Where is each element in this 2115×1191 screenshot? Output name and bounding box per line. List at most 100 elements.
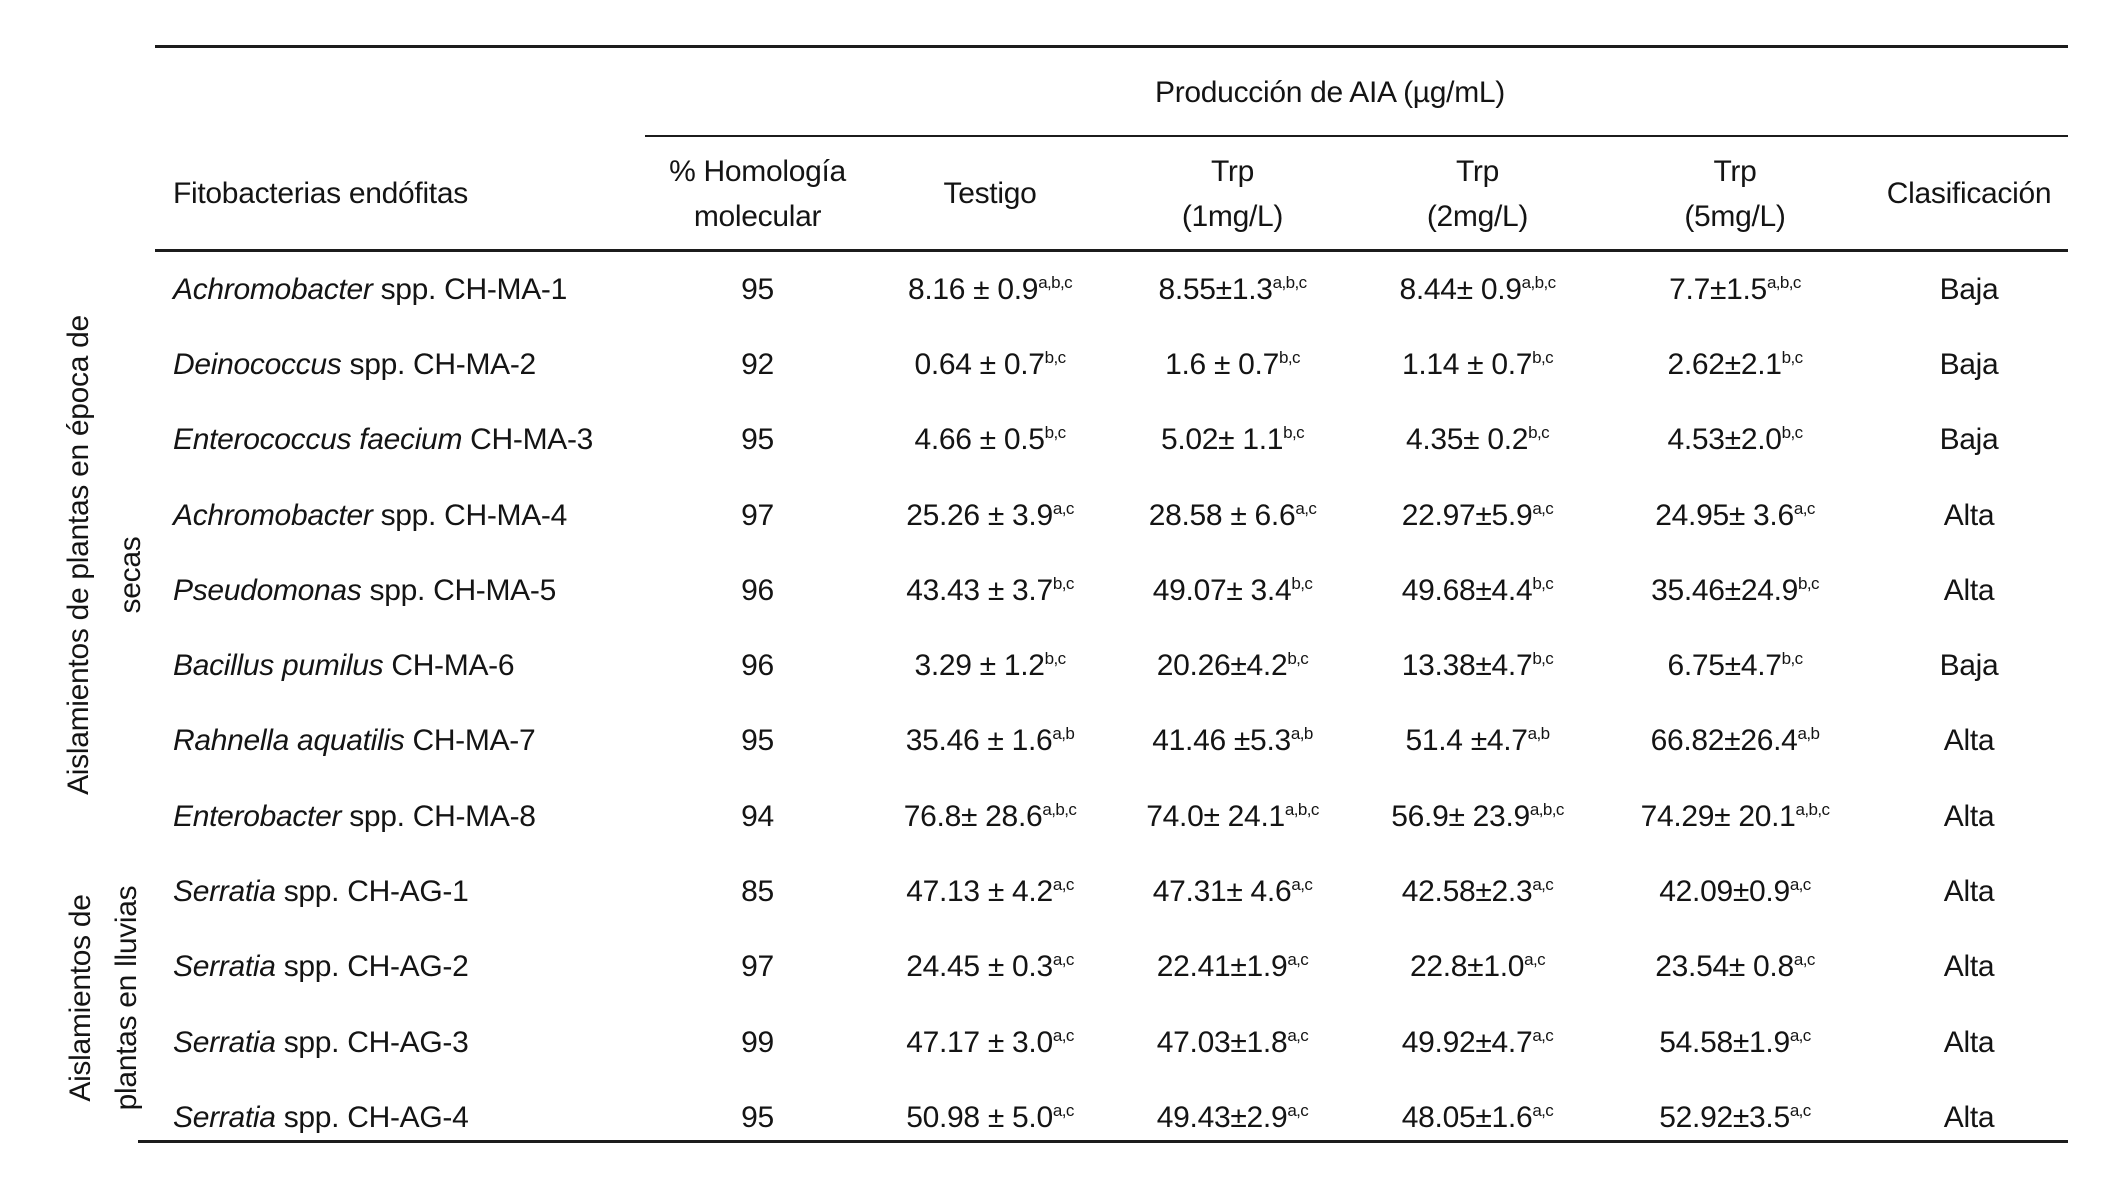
cell-trp1: 41.46 ±5.3a,b (1110, 724, 1355, 758)
value: 42.09±0.9 (1659, 875, 1790, 909)
superscript: a,b,c (1521, 272, 1556, 292)
value: 7.7±1.5 (1669, 272, 1767, 306)
superscript: b,c (1781, 649, 1803, 669)
value: 1.6 ± 0.7 (1165, 347, 1279, 381)
cell-trp2: 4.35± 0.2b,c (1355, 423, 1600, 457)
value: 35.46±24.9 (1651, 573, 1799, 607)
cell-trp2: 22.8±1.0a,c (1355, 950, 1600, 984)
superscript: a,b (1052, 724, 1075, 744)
strain-code: spp. CH-MA-8 (341, 799, 536, 833)
cell-trp2: 13.38±4.7b,c (1355, 649, 1600, 683)
value: 22.97±5.9 (1401, 498, 1533, 532)
value: 22.41±1.9 (1156, 950, 1288, 984)
cell-homologia: 92 (741, 347, 774, 381)
col-header-trp1-line1: Trp (1211, 154, 1254, 188)
cell-species: Rahnella aquatilis CH-MA-7 (155, 724, 645, 758)
cell-species: Achromobacter spp. CH-MA-1 (155, 273, 645, 307)
superscript: a,c (1052, 1025, 1074, 1045)
value: 4.66 ± 0.5 (914, 423, 1045, 457)
col-header-homologia-line2: molecular (693, 199, 822, 233)
cell-trp2: 48.05±1.6a,c (1355, 1101, 1600, 1135)
cell-clasificacion: Baja (1939, 347, 1999, 381)
cell-trp1: 5.02± 1.1b,c (1110, 423, 1355, 457)
cell-trp5: 42.09±0.9a,c (1600, 875, 1870, 909)
group-label-lluvias-line1: Aislamientos de (64, 894, 97, 1102)
cell-clasificacion: Alta (1943, 950, 1995, 984)
col-header-trp1-line2: (1mg/L) (1181, 199, 1284, 233)
cell-homologia: 85 (741, 875, 774, 909)
cell-clasificacion: Alta (1943, 573, 1995, 607)
cell-testigo: 50.98 ± 5.0a,c (870, 1101, 1110, 1135)
superscript: a,c (1287, 1025, 1309, 1045)
superscript: a,b,c (1766, 272, 1801, 292)
cell-homologia: 95 (741, 1100, 774, 1134)
cell-trp5: 66.82±26.4a,b (1600, 724, 1870, 758)
table-top-rule (155, 45, 2068, 48)
value: 74.0± 24.1 (1146, 799, 1285, 833)
value: 1.14 ± 0.7 (1401, 347, 1533, 381)
cell-species: Achromobacter spp. CH-MA-4 (155, 499, 645, 533)
superscript: b,c (1052, 573, 1074, 593)
superscript: b,c (1044, 347, 1066, 367)
cell-trp5: 52.92±3.5a,c (1600, 1101, 1870, 1135)
value: 13.38±4.7 (1401, 649, 1533, 683)
superscript: a,b,c (1795, 799, 1830, 819)
cell-trp2: 22.97±5.9a,c (1355, 499, 1600, 533)
cell-trp1: 49.43±2.9a,c (1110, 1101, 1355, 1135)
cell-clasificacion: Alta (1943, 799, 1995, 833)
superscript: a,c (1295, 498, 1317, 518)
strain-code: spp. CH-AG-4 (275, 1100, 469, 1134)
species-name: Rahnella aquatilis (173, 724, 405, 758)
value: 50.98 ± 5.0 (906, 1100, 1053, 1134)
cell-trp2: 42.58±2.3a,c (1355, 875, 1600, 909)
superscript: b,c (1291, 573, 1313, 593)
cell-trp1: 1.6 ± 0.7b,c (1110, 348, 1355, 382)
cell-homologia: 94 (741, 799, 774, 833)
cell-clasificacion: Alta (1943, 875, 1995, 909)
species-name: Serratia (173, 1100, 276, 1134)
cell-trp2: 1.14 ± 0.7b,c (1355, 348, 1600, 382)
value: 47.17 ± 3.0 (906, 1025, 1053, 1059)
cell-clasificacion: Alta (1943, 724, 1995, 758)
group-label-lluvias-line2: plantas en lluvias (110, 885, 143, 1111)
superscript: a,b,c (1284, 799, 1319, 819)
col-header-trp5: Trp (5mg/L) (1600, 149, 1870, 239)
cell-trp5: 2.62±2.1b,c (1600, 348, 1870, 382)
col-header-homologia: % Homología molecular (645, 149, 870, 239)
cell-trp1: 74.0± 24.1a,b,c (1110, 800, 1355, 834)
superscript: a,c (1532, 875, 1554, 895)
strain-code: spp. CH-AG-3 (275, 1025, 469, 1059)
col-header-trp5-line2: (5mg/L) (1684, 199, 1786, 233)
superscript: a,c (1052, 950, 1074, 970)
cell-species: Enterococcus faecium CH-MA-3 (155, 423, 645, 457)
cell-trp5: 4.53±2.0b,c (1600, 423, 1870, 457)
cell-testigo: 47.17 ± 3.0a,c (870, 1026, 1110, 1060)
cell-trp1: 8.55±1.3a,b,c (1110, 273, 1355, 307)
value: 5.02± 1.1 (1160, 423, 1284, 457)
value: 47.31± 4.6 (1152, 875, 1292, 909)
value: 43.43 ± 3.7 (906, 573, 1053, 607)
species-name: Deinococcus (173, 347, 342, 381)
species-name: Achromobacter (173, 272, 373, 306)
superscript: a,c (1287, 1100, 1309, 1120)
cell-testigo: 25.26 ± 3.9a,c (870, 499, 1110, 533)
superscript: a,c (1052, 498, 1074, 518)
strain-code: CH-MA-6 (383, 649, 515, 683)
cell-testigo: 24.45 ± 0.3a,c (870, 950, 1110, 984)
species-name: Pseudomonas (173, 573, 362, 607)
superscript: b,c (1532, 649, 1554, 669)
value: 24.95± 3.6 (1655, 498, 1794, 532)
table-spanner-rule (645, 135, 2068, 137)
cell-trp2: 51.4 ±4.7a,b (1355, 724, 1600, 758)
value: 8.55±1.3 (1158, 272, 1273, 306)
superscript: a,c (1524, 950, 1546, 970)
value: 20.26±4.2 (1156, 649, 1288, 683)
strain-code: spp. CH-MA-2 (341, 347, 536, 381)
superscript: b,c (1287, 649, 1309, 669)
species-name: Enterococcus faecium (173, 423, 463, 457)
superscript: a,c (1789, 875, 1811, 895)
superscript: a,b,c (1529, 799, 1564, 819)
table-bottom-rule (138, 1140, 2068, 1143)
cell-trp2: 49.92±4.7a,c (1355, 1026, 1600, 1060)
value: 24.45 ± 0.3 (906, 950, 1053, 984)
